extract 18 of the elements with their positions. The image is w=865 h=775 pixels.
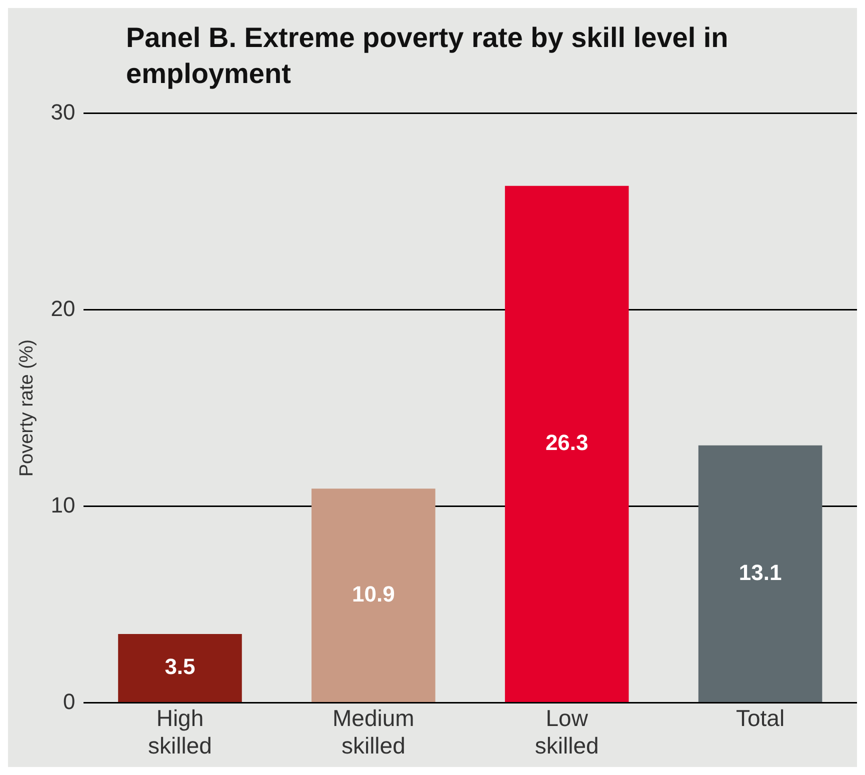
chart-title: Panel B. Extreme poverty rate by skill level in employment	[126, 21, 730, 91]
bar	[312, 488, 436, 702]
x-tick-label: Medium skilled	[332, 704, 414, 759]
x-tick-label: Total	[736, 704, 785, 731]
bar	[504, 186, 629, 702]
y-tick-label: 0	[63, 688, 76, 714]
y-tick-label: 10	[50, 492, 76, 518]
y-tick-label: 30	[50, 99, 76, 124]
y-axis-title: Poverty rate (%)	[16, 339, 38, 477]
x-tick-label: High skilled	[148, 704, 212, 759]
data-label: 26.3	[545, 430, 588, 456]
data-label: 10.9	[352, 581, 395, 606]
data-label: 13.1	[738, 560, 782, 585]
bar	[698, 445, 822, 702]
bar	[118, 634, 242, 702]
x-tick-label: Low skilled	[534, 704, 599, 759]
data-label: 3.5	[164, 654, 196, 680]
y-tick-label: 20	[50, 296, 76, 321]
